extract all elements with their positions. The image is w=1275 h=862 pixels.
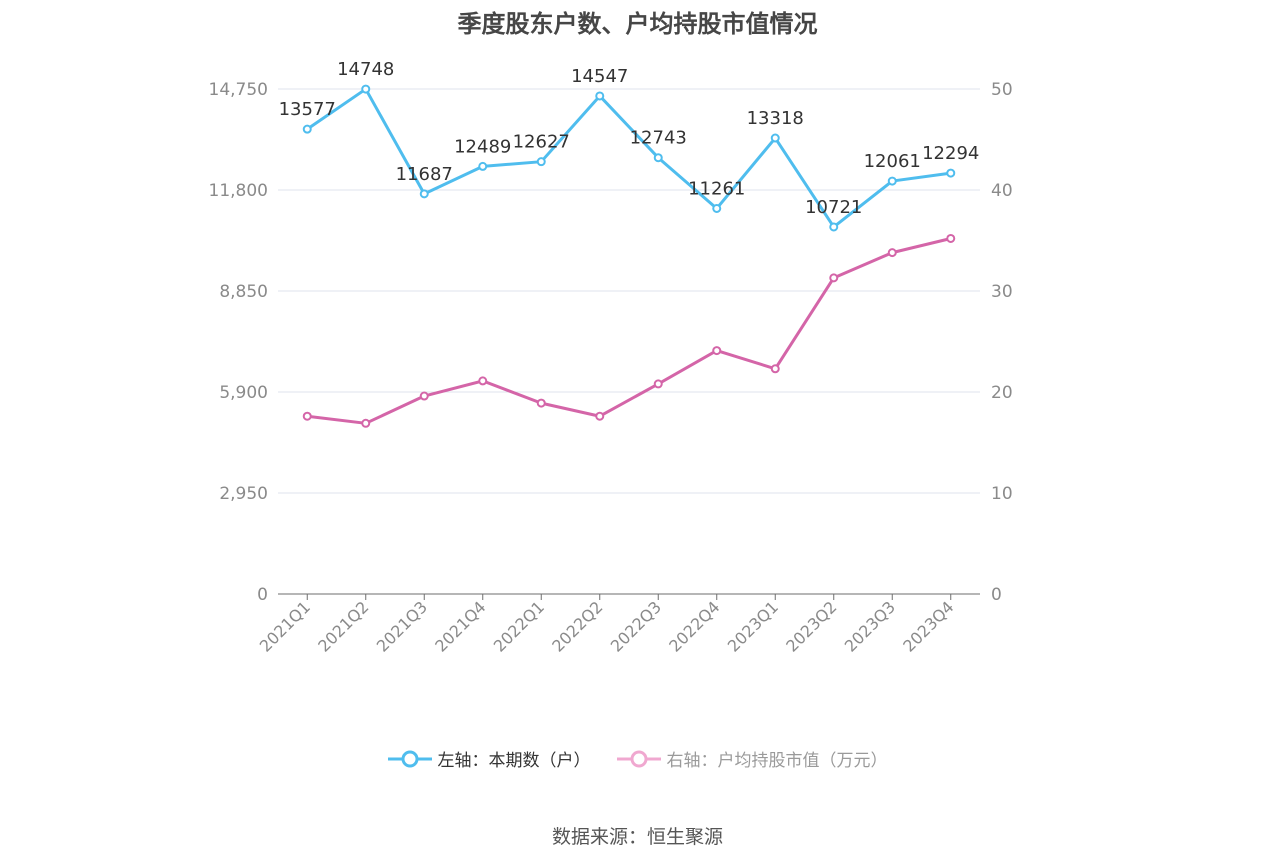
data-point [770,133,780,143]
data-point [536,398,546,408]
x-axis-category-label: 2022Q3 [607,597,665,655]
data-label: 12294 [922,143,979,164]
x-axis-category-label: 2021Q4 [431,597,489,655]
x-axis-category-label: 2022Q2 [548,597,606,655]
data-point [478,376,488,386]
data-label: 14547 [571,66,628,87]
left-axis-tick-label: 14,750 [209,80,268,100]
x-axis-category-label: 2023Q3 [841,597,899,655]
data-point [536,157,546,167]
right-axis-tick-label: 0 [991,585,1002,605]
series-line-left [306,87,951,229]
left-axis-tick-label: 8,850 [219,282,268,302]
right-axis-tick-label: 50 [991,80,1013,100]
source-note: 数据来源：恒生聚源 [551,826,723,848]
data-label: 11687 [396,164,453,185]
data-label: 12061 [864,151,921,172]
data-point [946,168,956,178]
x-axis-category-label: 2023Q2 [782,597,840,655]
legend-item-right-series[interactable]: 右轴：户均持股市值（万元） [616,746,888,771]
data-label: 13318 [747,108,804,129]
legend-label-right: 右轴：户均持股市值（万元） [666,751,888,771]
data-point [478,161,488,171]
data-label: 14748 [337,59,394,80]
data-point [595,411,605,421]
left-axis-tick-label: 2,950 [219,484,268,504]
data-point [302,411,312,421]
data-label: 12489 [454,136,511,157]
x-axis-category-label: 2021Q1 [256,597,314,655]
data-label: 10721 [805,197,862,218]
x-axis-category-label: 2022Q1 [490,597,548,655]
data-label: 12743 [630,128,687,149]
left-axis-tick-label: 0 [257,585,268,605]
data-point [653,379,663,389]
data-label: 13577 [279,99,336,120]
right-axis-tick-label: 20 [991,383,1013,403]
data-point [770,364,780,374]
legend: 左轴：本期数（户） 右轴：户均持股市值（万元） [0,746,1275,771]
data-point [653,153,663,163]
data-point [712,203,722,213]
grid-lines [278,88,980,494]
data-point [595,91,605,101]
data-point [419,391,429,401]
data-point [946,233,956,243]
data-point [829,222,839,232]
data-point [887,176,897,186]
data-point [829,273,839,283]
data-point [712,346,722,356]
data-point [419,189,429,199]
x-axis-category-label: 2022Q4 [665,597,723,655]
right-axis-tick-label: 10 [991,484,1013,504]
data-point [361,418,371,428]
left-axis-tick-label: 11,800 [209,181,268,201]
data-point [887,248,897,258]
chart-title: 季度股东户数、户均持股市值情况 [457,10,818,38]
x-axis-category-label: 2021Q2 [314,597,372,655]
series-line-right [307,237,952,425]
legend-line-marker-icon [616,750,661,767]
right-axis-tick-label: 30 [991,282,1013,302]
data-label: 11261 [688,178,745,199]
x-axis-category-label: 2023Q1 [724,597,782,655]
data-label: 12627 [513,132,570,153]
legend-item-left-series[interactable]: 左轴：本期数（户） [387,746,591,771]
x-axis-category-label: 2021Q3 [373,597,431,655]
legend-line-marker-icon [387,750,432,767]
right-axis-tick-label: 40 [991,181,1013,201]
x-axis-category-label: 2023Q4 [899,597,957,655]
series-lines [302,84,956,428]
left-axis-tick-label: 5,900 [219,383,268,403]
legend-label-left: 左轴：本期数（户） [437,751,591,771]
data-point [361,84,371,94]
data-point [302,124,312,134]
